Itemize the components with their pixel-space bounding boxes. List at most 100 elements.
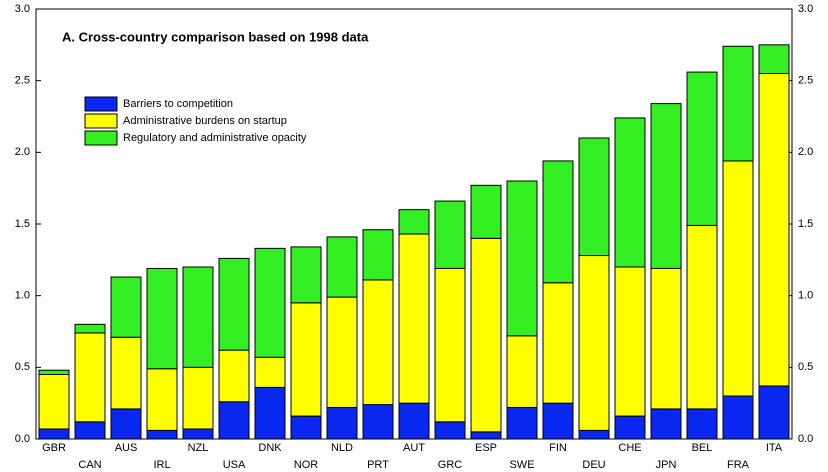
x-tick-label: GBR xyxy=(42,442,66,454)
y2-tick-label: 0.0 xyxy=(798,433,813,445)
x-tick-label: GRC xyxy=(438,459,463,471)
bar-segment xyxy=(758,385,790,440)
bar-segment xyxy=(650,267,682,410)
bar-segment xyxy=(74,323,106,334)
bar-segment xyxy=(218,349,250,403)
bar-segment xyxy=(650,408,682,440)
y2-tick-label: 3.0 xyxy=(798,3,813,15)
bar-segment xyxy=(110,336,142,410)
bar-segment xyxy=(146,368,178,431)
bar-segment xyxy=(434,267,466,423)
bar-segment xyxy=(254,356,286,388)
x-tick-label: USA xyxy=(223,459,246,471)
bar-segment xyxy=(38,374,70,430)
bar-segment xyxy=(758,44,790,74)
bar-segment xyxy=(614,117,646,268)
bar-segment xyxy=(506,335,538,408)
bar-segment xyxy=(686,71,718,226)
bar-segment xyxy=(470,237,502,433)
bar-segment xyxy=(254,247,286,358)
x-tick-label: NOR xyxy=(294,459,319,471)
bar-segment xyxy=(110,408,142,440)
bar-segment xyxy=(398,233,430,404)
bar-segment xyxy=(38,369,70,376)
x-tick-label: IRL xyxy=(153,459,170,471)
y2-tick-label: 2.0 xyxy=(798,146,813,158)
x-tick-label: JPN xyxy=(656,459,677,471)
legend-label: Barriers to competition xyxy=(123,98,233,110)
bar-segment xyxy=(362,229,394,281)
bar-segment xyxy=(542,160,574,284)
bar-segment xyxy=(470,431,502,440)
y-tick-label: 1.0 xyxy=(15,290,30,302)
bar-segment xyxy=(182,266,214,368)
chart-title: A. Cross-country comparison based on 199… xyxy=(62,29,369,44)
x-tick-label: ESP xyxy=(475,442,497,454)
y-tick-label: 3.0 xyxy=(15,3,30,15)
x-tick-label: AUT xyxy=(403,442,425,454)
bar-segment xyxy=(398,209,430,235)
bar-segment xyxy=(506,406,538,440)
y-tick-label: 2.5 xyxy=(15,75,30,87)
bar-segment xyxy=(578,137,610,257)
bar-segment xyxy=(686,408,718,440)
bar-segment xyxy=(146,267,178,370)
y2-tick-label: 0.5 xyxy=(798,361,813,373)
bar-segment xyxy=(722,395,754,440)
bar-segment xyxy=(290,302,322,417)
bar-segment xyxy=(182,366,214,430)
bar-segment xyxy=(38,428,70,440)
bar-segment xyxy=(218,257,250,351)
bar-segment xyxy=(614,415,646,440)
bar-segment xyxy=(362,404,394,440)
bar-segment xyxy=(470,184,502,239)
y2-tick-label: 2.5 xyxy=(798,75,813,87)
bar-segment xyxy=(362,279,394,406)
bar-segment xyxy=(686,224,718,410)
bar-segment xyxy=(74,332,106,423)
bar-segment xyxy=(290,246,322,304)
bar-segment xyxy=(434,421,466,440)
x-tick-label: FIN xyxy=(549,442,567,454)
legend-label: Administrative burdens on startup xyxy=(123,115,287,127)
bar-segment xyxy=(326,296,358,408)
x-tick-label: ITA xyxy=(766,442,783,454)
x-tick-label: DNK xyxy=(258,442,282,454)
x-tick-label: SWE xyxy=(509,459,534,471)
legend-swatch xyxy=(84,130,118,146)
x-tick-label: CAN xyxy=(78,459,101,471)
bar-segment xyxy=(506,180,538,337)
y-tick-label: 2.0 xyxy=(15,146,30,158)
bar-segment xyxy=(722,160,754,397)
bar-segment xyxy=(74,421,106,440)
legend-label: Regulatory and administrative opacity xyxy=(123,132,307,144)
bar-segment xyxy=(182,428,214,440)
bar-segment xyxy=(146,429,178,440)
x-tick-label: PRT xyxy=(367,459,389,471)
bar-segment xyxy=(398,402,430,440)
legend-swatch xyxy=(84,96,118,112)
y-tick-label: 0.5 xyxy=(15,361,30,373)
bar-segment xyxy=(290,415,322,440)
bar-segment xyxy=(578,429,610,440)
bar-segment xyxy=(722,45,754,162)
bar-segment xyxy=(326,236,358,298)
bar-segment xyxy=(542,282,574,404)
bar-segment xyxy=(578,255,610,431)
x-tick-label: BEL xyxy=(692,442,713,454)
bar-segment xyxy=(110,276,142,338)
bar-segment xyxy=(650,103,682,269)
x-tick-label: NZL xyxy=(188,442,209,454)
y-tick-label: 1.5 xyxy=(15,218,30,230)
y2-tick-label: 1.0 xyxy=(798,290,813,302)
bar-segment xyxy=(758,73,790,387)
x-tick-label: AUS xyxy=(115,442,138,454)
x-tick-label: CHE xyxy=(618,442,641,454)
bar-segment xyxy=(254,386,286,440)
bar-segment xyxy=(218,401,250,440)
bar-segment xyxy=(434,200,466,269)
x-tick-label: FRA xyxy=(727,459,750,471)
bar-segment xyxy=(542,402,574,440)
